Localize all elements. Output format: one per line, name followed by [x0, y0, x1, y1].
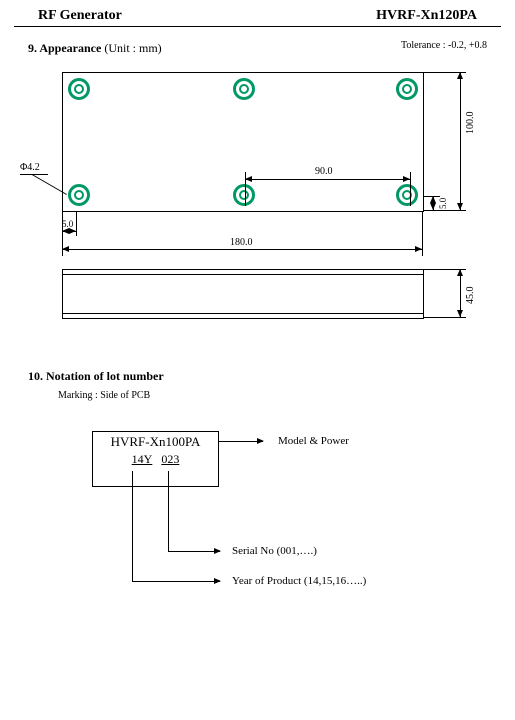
appearance-drawing: Φ4.2 90.0 180.0 5.0 100.0 5.0 — [20, 64, 495, 359]
section-10-title: 10. Notation of lot number — [0, 359, 515, 384]
ext-line — [424, 196, 440, 197]
lot-arrow-year — [132, 581, 220, 582]
dim-width-line — [62, 249, 422, 250]
dim-side-h-line — [460, 269, 461, 317]
marking-text: Marking : Side of PCB — [0, 384, 515, 401]
mounting-hole — [233, 78, 255, 100]
lot-box: HVRF-Xn100PA 14Y 023 — [92, 431, 219, 487]
header-right: HVRF-Xn120PA — [376, 8, 477, 24]
lot-box-serial: 023 — [161, 452, 179, 466]
ext-line — [76, 212, 77, 236]
ext-line — [245, 172, 246, 206]
lot-arrow-serial — [168, 551, 220, 552]
mounting-hole — [68, 184, 90, 206]
dim-margin-y-value: 5.0 — [438, 198, 448, 209]
lot-label-model: Model & Power — [278, 435, 349, 447]
dim-height-line — [460, 72, 461, 210]
section-9-unit: (Unit : mm) — [101, 41, 161, 55]
ext-line — [424, 269, 466, 270]
lot-line-year-v — [132, 471, 133, 581]
ext-line — [424, 72, 466, 73]
lot-diagram: HVRF-Xn100PA 14Y 023 Model & Power Seria… — [0, 421, 515, 641]
header-left: RF Generator — [38, 8, 122, 24]
page-header: RF Generator HVRF-Xn120PA — [14, 0, 501, 27]
section-9-title: 9. Appearance — [28, 41, 101, 55]
dim-pitch-line — [245, 179, 410, 180]
dim-margin-x-line — [62, 231, 76, 232]
hole-diameter-label: Φ4.2 — [20, 162, 40, 173]
mounting-hole — [396, 78, 418, 100]
leader-line — [20, 174, 48, 175]
lot-line-serial-v — [168, 471, 169, 551]
mounting-hole — [68, 78, 90, 100]
mounting-hole — [396, 184, 418, 206]
lot-arrow-model — [218, 441, 263, 442]
lot-box-year: 14Y — [132, 452, 153, 466]
lot-box-model: HVRF-Xn100PA — [93, 434, 218, 450]
dim-margin-y-line — [433, 196, 434, 210]
ext-line — [410, 172, 411, 206]
ext-line — [422, 212, 423, 256]
ext-line — [424, 317, 466, 318]
dim-height-value: 100.0 — [465, 112, 476, 135]
lot-label-serial: Serial No (001,….) — [232, 545, 317, 557]
dim-margin-x-value: 5.0 — [62, 219, 73, 229]
dim-pitch-value: 90.0 — [315, 166, 333, 177]
top-plate-outline — [62, 72, 424, 212]
dim-side-h-value: 45.0 — [465, 287, 476, 305]
side-outline — [62, 269, 424, 319]
lot-label-year: Year of Product (14,15,16…..) — [232, 575, 366, 587]
tolerance-text: Tolerance : -0.2, +0.8 — [401, 40, 487, 51]
mounting-hole — [233, 184, 255, 206]
dim-width-value: 180.0 — [230, 237, 253, 248]
ext-line — [424, 210, 466, 211]
